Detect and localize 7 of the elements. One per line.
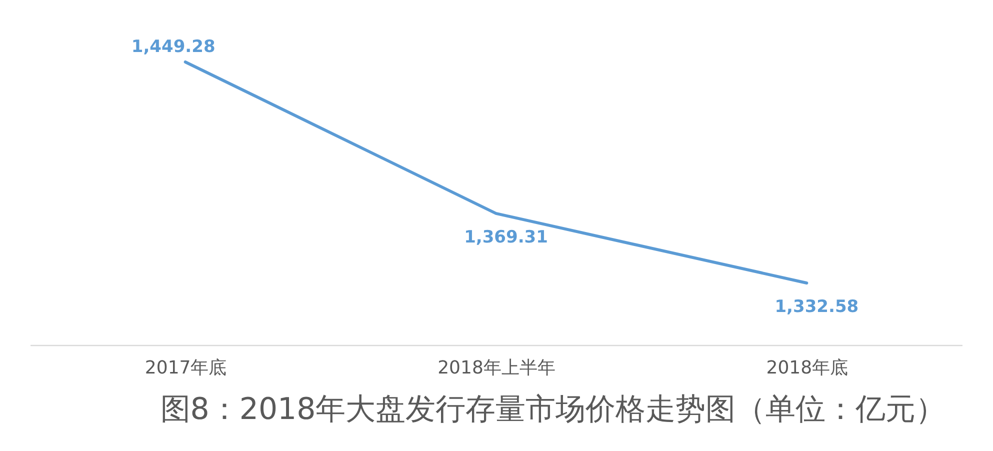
data-label: 1,332.58 [774, 297, 859, 317]
x-tick-label: 2018年上半年 [438, 358, 556, 378]
text: 图8：2018年大盘发行存量市场价格走势图（单位：亿元） [160, 392, 946, 427]
x-tick-label: 2018年底 [766, 358, 848, 378]
data-label: 1,449.28 [131, 37, 216, 57]
x-tick-label: 2017年底 [144, 358, 227, 378]
data-label: 1,369.31 [464, 227, 548, 248]
